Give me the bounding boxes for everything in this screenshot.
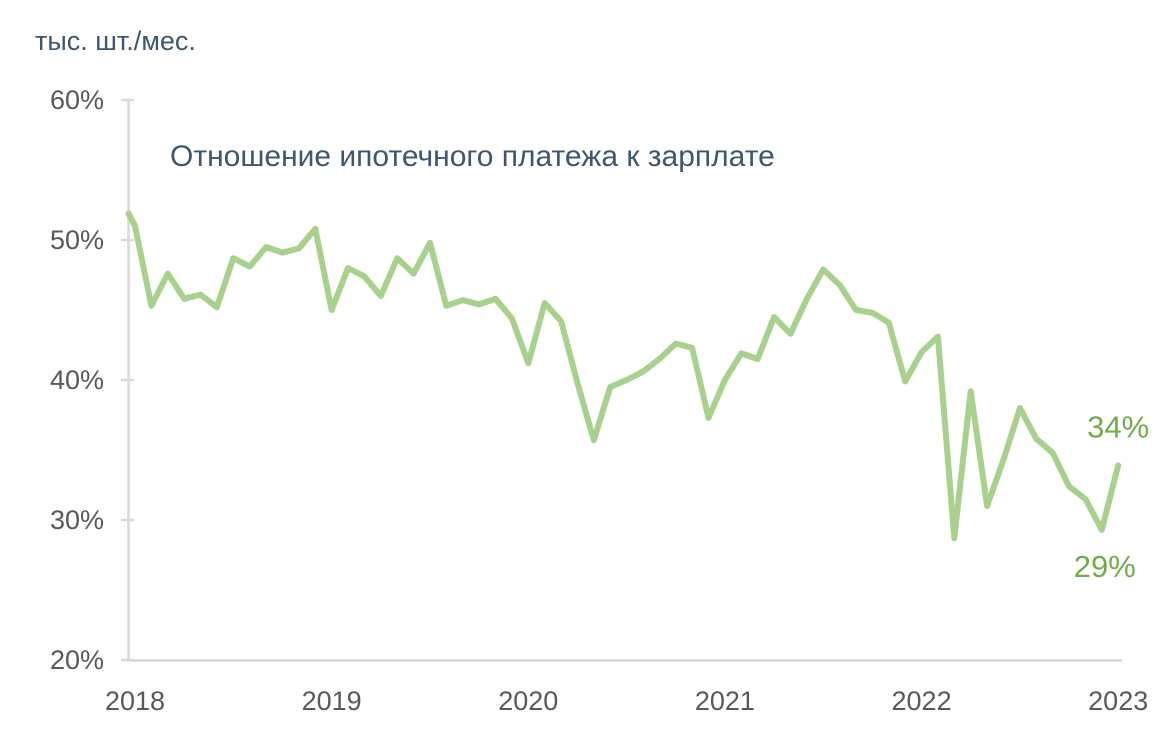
y-tick-label: 30% [50, 505, 104, 535]
x-axis: 2018 2019 2020 2021 2022 2023 [105, 659, 1148, 716]
x-tick-label: 2023 [1088, 686, 1148, 716]
units-label: тыс. шт./мес. [35, 26, 196, 56]
annotations: 34% 29% [1074, 409, 1149, 583]
x-tick-label: 2018 [105, 686, 165, 716]
y-tick-label: 60% [50, 85, 104, 115]
series-line [125, 210, 1122, 542]
y-tick-label: 40% [50, 365, 104, 395]
x-tick-label: 2022 [892, 686, 952, 716]
x-tick-label: 2019 [302, 686, 362, 716]
chart-title: Отношение ипотечного платежа к зарплате [170, 140, 775, 173]
y-axis: 60% 50% 40% 30% 20% [50, 85, 134, 675]
data-label-34pct: 34% [1087, 409, 1149, 444]
x-tick-label: 2020 [498, 686, 558, 716]
data-label-29pct: 29% [1074, 549, 1136, 584]
y-tick-label: 20% [50, 645, 104, 675]
x-tick-label: 2021 [695, 686, 755, 716]
y-tick-label: 50% [50, 225, 104, 255]
